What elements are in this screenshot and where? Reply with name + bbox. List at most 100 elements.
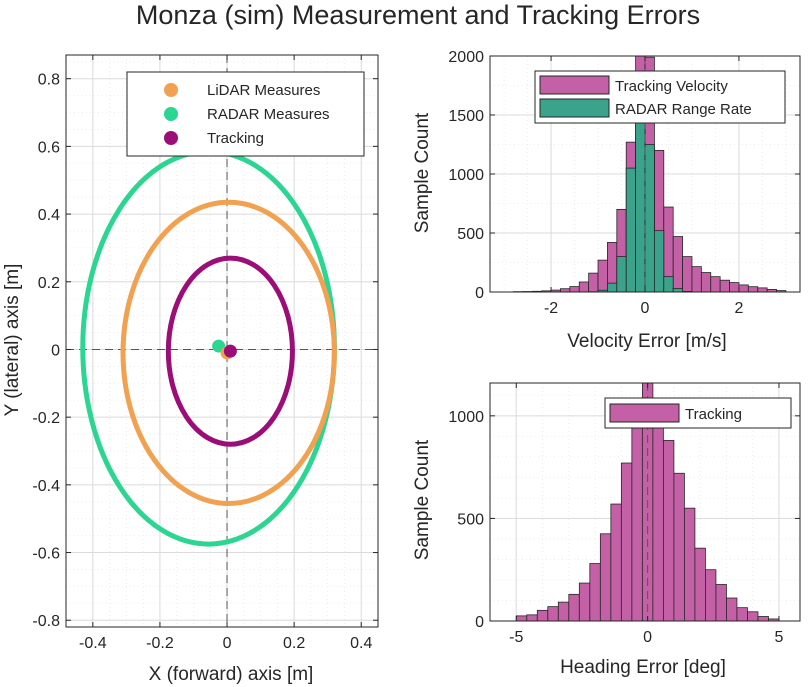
y-tick-label: 0.4 xyxy=(38,207,60,224)
histogram-bar-tracking xyxy=(715,584,727,622)
y-tick-label: 2000 xyxy=(448,49,484,66)
histogram-bar-tracking-velocity xyxy=(747,286,759,293)
histogram-bar-tracking xyxy=(694,547,706,622)
legend-label-tracking: Tracking xyxy=(685,406,742,423)
histogram-bar-tracking-velocity xyxy=(597,259,608,293)
histogram-bar-tracking-velocity xyxy=(700,272,712,293)
histogram-bar-tracking xyxy=(747,611,759,622)
histogram-bar-tracking xyxy=(705,569,717,622)
velocity-histogram-ylabel: Sample Count xyxy=(412,112,433,233)
y-tick-label: 0.6 xyxy=(38,139,60,156)
ellipse-tracking xyxy=(165,255,295,447)
legend-label-tracking-velocity: Tracking Velocity xyxy=(615,78,728,95)
y-tick-label: 1500 xyxy=(448,108,484,125)
x-tick-label: 0.2 xyxy=(283,635,305,652)
velocity-histogram: -2 0 2 0 500 1000 1500 2000 Velocity Error [m/s… xyxy=(412,49,801,352)
velocity-histogram-axes: -2 0 2 0 500 1000 1500 2000 xyxy=(448,49,801,317)
histogram-bar-tracking-velocity xyxy=(710,276,721,293)
histogram-bar-tracking xyxy=(662,440,675,622)
histogram-bar-tracking xyxy=(684,507,696,622)
axes-box xyxy=(65,54,379,628)
legend-marker-lidar xyxy=(164,83,178,97)
x-tick-label: 0 xyxy=(641,300,650,317)
velocity-histogram-marks xyxy=(513,55,787,293)
legend-marker-radar xyxy=(164,107,178,121)
x-tick-label: 0.4 xyxy=(350,635,372,652)
ellipse-plot-ylabel: Y (lateral) axis [m] xyxy=(2,264,23,417)
histogram-bar-tracking xyxy=(610,503,622,622)
histogram-bar-tracking xyxy=(515,615,528,622)
histogram-bar-tracking xyxy=(568,593,580,622)
ellipse-plot: -0.4 -0.2 0 0.2 0.4 -0.8 -0.6 -0.4 -0.2 0 0.2 0.4 0.… xyxy=(2,54,379,685)
histogram-bar-tracking xyxy=(547,606,559,622)
x-tick-label: 5 xyxy=(775,629,784,646)
velocity-histogram-legend: Tracking Velocity RADAR Range Rate xyxy=(534,70,786,124)
legend-swatch-tracking-velocity xyxy=(539,75,610,95)
heading-histogram-xlabel: Heading Error [deg] xyxy=(560,657,726,678)
y-tick-label: 0 xyxy=(475,285,484,302)
histogram-bar-tracking-velocity xyxy=(719,279,730,293)
x-tick-label: 0 xyxy=(643,629,652,646)
histogram-bar-tracking xyxy=(673,472,685,622)
histogram-bar-tracking xyxy=(557,601,570,622)
histogram-bar-radar-range-rate xyxy=(635,107,646,293)
y-tick-label: -0.8 xyxy=(32,613,60,630)
ellipse-plot-legend: LiDAR Measures RADAR Measures Tracking xyxy=(126,71,365,157)
y-tick-label: 0.2 xyxy=(38,275,60,292)
histogram-bar-tracking-velocity xyxy=(729,282,740,293)
x-tick-label: -0.4 xyxy=(79,635,107,652)
x-tick-label: -2 xyxy=(544,300,558,317)
histogram-bar-tracking-velocity xyxy=(578,281,590,293)
figure-title: Monza (sim) Measurement and Tracking Err… xyxy=(136,0,700,30)
ellipse-plot-xlabel: X (forward) axis [m] xyxy=(149,664,314,685)
ellipse-lidar xyxy=(120,199,337,506)
histogram-bar-tracking xyxy=(620,462,633,622)
x-tick-label: 2 xyxy=(734,300,743,317)
y-tick-label: -0.6 xyxy=(32,546,60,563)
histogram-bar-tracking xyxy=(631,423,643,622)
x-tick-label: 0 xyxy=(223,635,232,652)
y-tick-label: 1000 xyxy=(448,167,484,184)
histogram-bar-tracking xyxy=(757,616,769,622)
y-tick-label: 500 xyxy=(457,511,484,528)
histogram-bar-radar-range-rate xyxy=(663,276,674,293)
histogram-bar-tracking xyxy=(578,582,591,622)
legend-marker-tracking xyxy=(164,131,178,145)
histogram-bar-tracking xyxy=(589,563,601,622)
histogram-bar-tracking xyxy=(652,411,664,622)
histogram-bar-tracking-velocity xyxy=(588,272,599,293)
histogram-bar-tracking xyxy=(599,533,612,622)
mean-marker-tracking xyxy=(223,344,237,358)
x-tick-label: -5 xyxy=(509,629,523,646)
ellipse-plot-axes: -0.4 -0.2 0 0.2 0.4 -0.8 -0.6 -0.4 -0.2 0 0.2 0.4 0.… xyxy=(32,54,379,652)
y-tick-label: 1000 xyxy=(448,409,484,426)
legend-label-radar: RADAR Measures xyxy=(207,106,330,123)
legend-label-lidar: LiDAR Measures xyxy=(207,82,320,99)
histogram-bar-tracking-velocity xyxy=(682,256,693,293)
histogram-bar-tracking-velocity xyxy=(757,287,768,293)
heading-histogram-legend: Tracking xyxy=(604,397,792,429)
legend-swatch-radar-range-rate xyxy=(539,98,610,118)
y-tick-label: 0 xyxy=(475,614,484,631)
y-tick-label: 0.8 xyxy=(38,72,60,89)
y-tick-label: -0.4 xyxy=(32,478,60,495)
histogram-bar-tracking xyxy=(526,614,538,622)
x-tick-label: -0.2 xyxy=(146,635,174,652)
histogram-bar-tracking-velocity xyxy=(672,236,683,293)
y-tick-label: 0 xyxy=(51,342,60,359)
heading-histogram-ylabel: Sample Count xyxy=(412,439,433,560)
histogram-bar-tracking-velocity xyxy=(691,266,702,293)
axes-box xyxy=(489,382,801,622)
histogram-bar-tracking-velocity xyxy=(738,284,749,293)
legend-label-tracking: Tracking xyxy=(207,130,264,147)
y-tick-label: 500 xyxy=(457,226,484,243)
legend-swatch-tracking xyxy=(609,403,680,423)
heading-histogram: -5 0 5 0 500 1000 Heading Error [deg] Sample … xyxy=(412,382,801,678)
histogram-bar-radar-range-rate xyxy=(616,256,627,293)
y-tick-label: -0.2 xyxy=(32,410,60,427)
histogram-bar-tracking xyxy=(736,607,748,622)
heading-histogram-axes: -5 0 5 0 500 1000 xyxy=(448,382,801,646)
histogram-bar-radar-range-rate xyxy=(653,230,665,293)
histogram-bar-radar-range-rate xyxy=(672,288,683,293)
